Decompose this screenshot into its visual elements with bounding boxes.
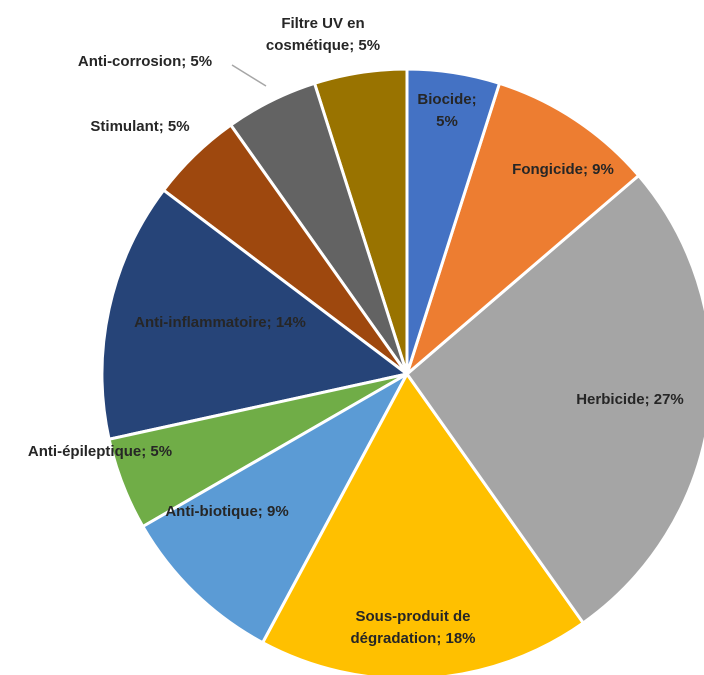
pie-slice xyxy=(403,81,641,379)
slice-label: Anti-corrosion; 5% xyxy=(77,53,213,70)
slice-label: Fongicide; 9% xyxy=(512,161,614,178)
slice-label: Biocide; 5% xyxy=(417,91,477,130)
slice-label: Sous-produit de dégradation; 18% xyxy=(350,608,476,647)
slice-label: Anti-inflammatoire; 14% xyxy=(134,314,306,331)
pie-slice xyxy=(404,173,704,626)
slice-label: Herbicide; 27% xyxy=(576,391,684,408)
slice-label: Filtre UV en cosmétique; 5% xyxy=(265,15,381,54)
pie-slice xyxy=(260,371,586,675)
pie-slice xyxy=(140,370,411,645)
slice-label: Anti-épileptique; 5% xyxy=(27,443,173,460)
pie-slice xyxy=(405,67,502,375)
leader-line xyxy=(231,64,267,87)
slice-label: Anti-biotique; 9% xyxy=(165,503,289,520)
slice-label: Stimulant; 5% xyxy=(90,118,190,135)
pie-slice xyxy=(100,188,411,442)
